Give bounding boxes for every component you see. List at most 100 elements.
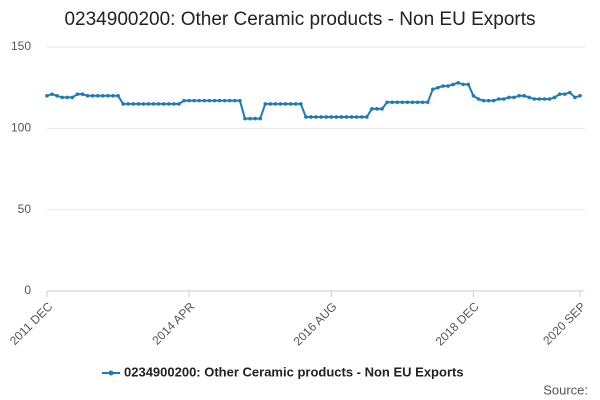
point [90, 94, 95, 98]
point [177, 102, 181, 106]
point [65, 95, 70, 100]
point [441, 84, 445, 88]
point [238, 98, 242, 103]
point [116, 94, 120, 98]
point [258, 116, 263, 121]
point [187, 98, 191, 103]
point [405, 100, 410, 105]
point [182, 98, 186, 103]
point [217, 98, 222, 103]
point [446, 84, 450, 88]
point [319, 115, 323, 119]
point [436, 85, 440, 90]
point [430, 87, 435, 92]
point [309, 115, 313, 119]
point [415, 100, 420, 105]
chart-title: 0234900200: Other Ceramic products - Non… [64, 9, 535, 30]
x-tick-label: 2016 AUG [291, 299, 340, 348]
point [334, 115, 339, 119]
point [522, 94, 526, 98]
point [354, 115, 359, 119]
y-tick-label: 50 [18, 202, 32, 216]
point [293, 102, 298, 106]
point [151, 102, 156, 106]
point [359, 115, 364, 119]
point [420, 100, 425, 105]
point [370, 107, 374, 111]
point [227, 98, 232, 103]
point [568, 90, 572, 95]
point [273, 102, 278, 106]
point [512, 95, 516, 100]
point [253, 116, 257, 121]
point [136, 102, 141, 106]
point [365, 115, 369, 119]
point [471, 94, 476, 98]
point [45, 94, 49, 98]
point [552, 95, 557, 100]
point [248, 116, 252, 121]
point [456, 80, 460, 85]
point [55, 94, 59, 98]
point [537, 97, 542, 101]
point [202, 98, 207, 103]
point [141, 102, 146, 106]
point [491, 98, 496, 103]
point [573, 95, 577, 100]
point [324, 115, 328, 119]
point [222, 98, 227, 103]
y-tick-label: 100 [11, 121, 31, 135]
point [542, 97, 547, 101]
point [172, 102, 176, 106]
point [578, 94, 582, 98]
x-tick-label: 2018 DEC [433, 299, 482, 348]
y-tick-label: 0 [24, 283, 31, 297]
series-line [46, 81, 581, 120]
legend-label: 0234900200: Other Ceramic products - Non… [124, 364, 464, 379]
point [481, 98, 486, 103]
point [476, 97, 481, 101]
point [207, 98, 212, 103]
point [527, 95, 532, 100]
x-tick-label: 2011 DEC [7, 299, 56, 348]
point [502, 97, 506, 101]
point [304, 115, 308, 119]
point [70, 95, 75, 100]
point [288, 102, 293, 106]
point [299, 102, 303, 106]
point [390, 100, 394, 105]
point [156, 102, 161, 106]
point [111, 94, 115, 98]
x-tick-label: 2020 SEP [540, 299, 588, 347]
point [283, 102, 288, 106]
point [75, 92, 80, 96]
point [60, 95, 65, 100]
point [425, 100, 430, 105]
point [466, 82, 471, 87]
point [126, 102, 131, 106]
point [146, 102, 151, 106]
point [329, 115, 334, 119]
point [385, 100, 389, 105]
point [349, 115, 354, 119]
point [268, 102, 273, 106]
point [547, 97, 552, 101]
point [461, 82, 466, 87]
point [562, 92, 567, 96]
point [532, 97, 537, 101]
point [50, 92, 54, 96]
point [400, 100, 405, 105]
y-tick-label: 150 [11, 39, 31, 53]
point [95, 94, 100, 98]
point [380, 107, 384, 111]
point [212, 98, 217, 103]
point [375, 107, 379, 111]
point [486, 98, 491, 103]
point [496, 97, 501, 101]
point [339, 115, 344, 119]
point [131, 102, 136, 106]
point [278, 102, 283, 106]
point [243, 116, 247, 121]
point [263, 102, 268, 106]
